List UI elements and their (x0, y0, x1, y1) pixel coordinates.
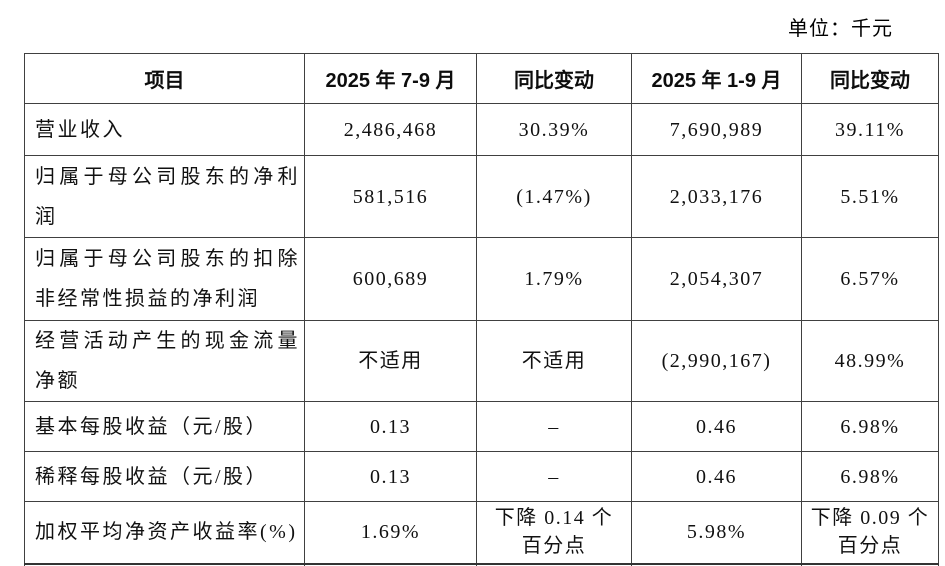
value-cell: 6.98% (801, 451, 939, 502)
value-cell: 0.13 (304, 401, 477, 452)
item-cell: 归属于母公司股东的扣除非经常性损益的净利润 (24, 237, 305, 321)
value-cell: 0.13 (304, 451, 477, 502)
table-row: 经营活动产生的现金流量净额 不适用 不适用 (2,990,167) 48.99% (24, 320, 939, 402)
item-cell: 归属于母公司股东的净利润 (24, 155, 305, 238)
value-cell (801, 562, 939, 566)
item-cell: 营业收入 (24, 103, 305, 156)
value-cell: 不适用 (304, 320, 477, 402)
column-header-q3: 2025 年 7-9 月 (304, 53, 477, 104)
value-cell: 不适用 (476, 320, 632, 402)
table-row-cutoff (24, 562, 939, 566)
table-row: 营业收入 2,486,468 30.39% 7,690,989 39.11% (24, 103, 939, 156)
value-cell: 6.98% (801, 401, 939, 452)
value-cell: (1.47%) (476, 155, 632, 238)
value-cell: 6.57% (801, 237, 939, 321)
value-cell: 48.99% (801, 320, 939, 402)
item-cell: 基本每股收益（元/股） (24, 401, 305, 452)
table-row: 归属于母公司股东的扣除非经常性损益的净利润 600,689 1.79% 2,05… (24, 237, 939, 321)
value-cell: 2,054,307 (631, 237, 802, 321)
value-cell: 7,690,989 (631, 103, 802, 156)
unit-label: 单位：千元 (788, 18, 893, 40)
value-cell: 5.51% (801, 155, 939, 238)
value-cell: 0.46 (631, 401, 802, 452)
table-row: 加权平均净资产收益率(%) 1.69% 下降 0.14 个 百分点 5.98% … (24, 501, 939, 564)
value-cell: 1.79% (476, 237, 632, 321)
header-row: 项目 2025 年 7-9 月 同比变动 2025 年 1-9 月 同比变动 (24, 53, 939, 104)
value-cell: 2,486,468 (304, 103, 477, 156)
column-header-ytd: 2025 年 1-9 月 (631, 53, 802, 104)
table-row: 基本每股收益（元/股） 0.13 – 0.46 6.98% (24, 401, 939, 452)
value-cell: 39.11% (801, 103, 939, 156)
column-header-q3-yoy: 同比变动 (476, 53, 632, 104)
value-cell: 30.39% (476, 103, 632, 156)
item-cell: 加权平均净资产收益率(%) (24, 501, 305, 564)
table-row: 稀释每股收益（元/股） 0.13 – 0.46 6.98% (24, 451, 939, 502)
value-cell: 2,033,176 (631, 155, 802, 238)
value-cell: 581,516 (304, 155, 477, 238)
column-header-item: 项目 (24, 53, 305, 104)
value-cell: – (476, 401, 632, 452)
value-cell: 600,689 (304, 237, 477, 321)
item-cell: 稀释每股收益（元/股） (24, 451, 305, 502)
table-row: 归属于母公司股东的净利润 581,516 (1.47%) 2,033,176 5… (24, 155, 939, 238)
value-cell: 下降 0.14 个 百分点 (476, 501, 632, 564)
financial-results-table: 项目 2025 年 7-9 月 同比变动 2025 年 1-9 月 同比变动 营… (24, 53, 939, 566)
value-cell: 1.69% (304, 501, 477, 564)
value-cell: (2,990,167) (631, 320, 802, 402)
value-cell: – (476, 451, 632, 502)
column-header-ytd-yoy: 同比变动 (801, 53, 939, 104)
value-cell: 0.46 (631, 451, 802, 502)
item-cell: 经营活动产生的现金流量净额 (24, 320, 305, 402)
value-cell: 下降 0.09 个 百分点 (801, 501, 939, 564)
value-cell: 5.98% (631, 501, 802, 564)
